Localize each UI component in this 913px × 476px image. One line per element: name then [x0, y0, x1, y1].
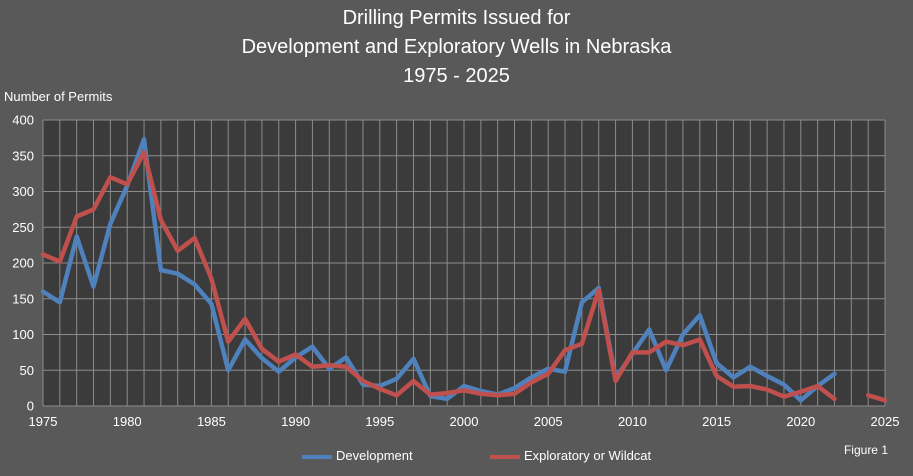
x-tick-label: 1985 [197, 414, 226, 429]
legend-label-exploratory: Exploratory or Wildcat [524, 448, 652, 463]
x-tick-label: 1990 [281, 414, 310, 429]
x-tick-label: 1975 [29, 414, 58, 429]
legend: Development Exploratory or Wildcat [0, 447, 913, 465]
x-tick-labels: 1975 1980 1985 1990 1995 2000 2005 2010 2015 2020… [29, 414, 900, 429]
x-tick-label: 2015 [702, 414, 731, 429]
chart-title: Drilling Permits Issued for Development … [0, 4, 913, 91]
y-tick-label: 150 [12, 291, 34, 306]
y-axis-label: Number of Permits [4, 89, 113, 104]
y-tick-label: 200 [12, 256, 34, 271]
x-tick-label: 2020 [786, 414, 815, 429]
x-tick-label: 2005 [534, 414, 563, 429]
x-tick-label: 2025 [871, 414, 900, 429]
y-tick-label: 300 [12, 184, 34, 199]
y-tick-label: 0 [27, 399, 34, 414]
y-tick-label: 50 [20, 363, 34, 378]
figure-label: Figure 1 [843, 443, 888, 457]
chart-title-line-3: 1975 - 2025 [403, 65, 510, 87]
series-line-development [40, 137, 837, 403]
legend-label-development: Development [336, 448, 413, 463]
legend-swatch-exploratory [490, 455, 520, 459]
x-tick-label: 1995 [365, 414, 394, 429]
series-lines [40, 137, 888, 403]
grid-lines [42, 119, 886, 407]
y-tick-labels: 0 50 100 150 200 250 300 350 400 [12, 113, 34, 414]
y-tick-label: 350 [12, 148, 34, 163]
y-tick-label: 400 [12, 113, 34, 128]
series-line-exploratory-or-wildcat [40, 149, 837, 402]
x-tick-label: 2000 [450, 414, 479, 429]
y-tick-label: 100 [12, 327, 34, 342]
series-line-exploratory-or-wildcat [865, 393, 888, 403]
y-tick-label: 250 [12, 220, 34, 235]
chart-title-line-2: Development and Exploratory Wells in Neb… [241, 36, 672, 58]
chart-title-line-1: Drilling Permits Issued for [342, 7, 571, 29]
legend-swatch-development [302, 455, 332, 459]
x-tick-label: 1980 [113, 414, 142, 429]
x-tick-label: 2010 [618, 414, 647, 429]
